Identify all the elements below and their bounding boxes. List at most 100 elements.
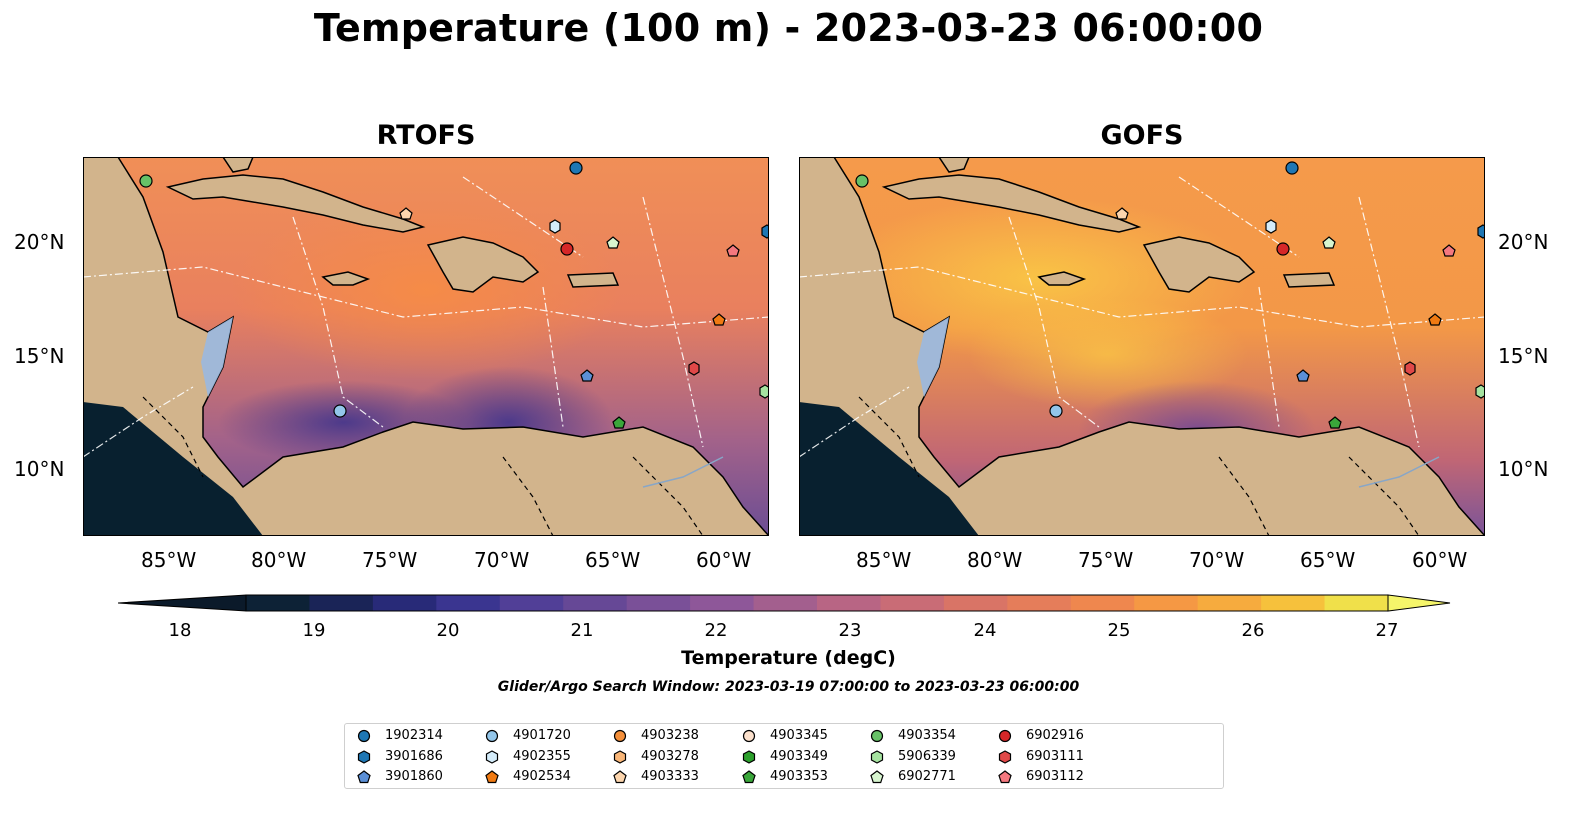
pentagon-marker-icon: [357, 770, 371, 784]
pentagon-marker-icon: [998, 770, 1012, 784]
lon-label-rtofs-85: 85°W: [141, 548, 197, 572]
pentagon-marker-icon: [742, 770, 756, 784]
colorbar-segment: [499, 595, 564, 611]
legend-label: 3901686: [385, 749, 443, 764]
cuba-land: [165, 174, 426, 233]
hexagon-marker-icon: [742, 750, 756, 764]
map-gofs: [799, 157, 1485, 536]
panel-title-gofs: GOFS: [1100, 120, 1184, 151]
jamaica-land: [1037, 271, 1087, 286]
hexagon-marker-icon: [870, 750, 884, 764]
colorbar-tick-27: 27: [1375, 620, 1399, 641]
hexagon-marker-icon: [357, 750, 371, 764]
legend-label: 4902355: [513, 749, 571, 764]
map-frame-rtofs: [83, 157, 769, 536]
puerto-rico-land: [566, 272, 620, 288]
colorbar-tick-24: 24: [973, 620, 997, 641]
lon-label-rtofs-65: 65°W: [585, 548, 641, 572]
legend-label: 1902314: [385, 728, 443, 743]
lon-label-rtofs-75: 75°W: [362, 548, 418, 572]
pentagon-marker-icon: [613, 770, 627, 784]
cuba-land: [881, 174, 1142, 233]
colorbar-segment: [436, 595, 501, 611]
lat-label-left-20: 20°N: [14, 230, 65, 254]
colorbar-tick-19: 19: [302, 620, 326, 641]
colorbar-title: Temperature (degC): [681, 647, 896, 669]
colorbar-segment: [309, 595, 374, 611]
colorbar-segment: [1261, 595, 1326, 611]
colorbar-segment: [753, 595, 818, 611]
map-frame-gofs: [799, 157, 1485, 536]
colorbar-border: [245, 594, 1389, 612]
legend-label: 4901720: [513, 728, 571, 743]
hexagon-marker-icon: [998, 750, 1012, 764]
colorbar-segment: [690, 595, 755, 611]
florida-land: [938, 157, 970, 173]
colorbar: [118, 594, 1451, 612]
lon-label-gofs-65: 65°W: [1300, 548, 1356, 572]
circle-marker-icon: [357, 729, 371, 743]
colorbar-extend-high: [1387, 594, 1451, 612]
colorbar-segment: [1324, 595, 1389, 611]
lon-label-rtofs-70: 70°W: [474, 548, 530, 572]
float-legend: 1902314 3901686 3901860 4901720 4902355 49025…: [344, 723, 1224, 789]
hispaniola-land: [426, 236, 540, 293]
lat-label-right-10: 10°N: [1498, 457, 1549, 481]
colorbar-segment: [372, 595, 437, 611]
lat-label-right-20: 20°N: [1498, 230, 1549, 254]
central-america-land: [83, 157, 769, 536]
legend-label: 6903112: [1026, 769, 1084, 784]
lon-label-gofs-60: 60°W: [1412, 548, 1468, 572]
circle-marker-icon: [742, 729, 756, 743]
colorbar-segment: [1134, 595, 1199, 611]
hexagon-marker-icon: [485, 750, 499, 764]
lon-label-rtofs-60: 60°W: [696, 548, 752, 572]
circle-marker-icon: [613, 729, 627, 743]
shelf-water: [201, 317, 233, 397]
map-rtofs: [83, 157, 769, 536]
central-america-land: [799, 157, 1485, 536]
lon-label-gofs-70: 70°W: [1189, 548, 1245, 572]
legend-label: 4903349: [770, 749, 828, 764]
hexagon-marker-icon: [613, 750, 627, 764]
legend-label: 4903354: [898, 728, 956, 743]
circle-marker-icon: [998, 729, 1012, 743]
pacific-ocean: [83, 402, 263, 536]
legend-label: 3901860: [385, 769, 443, 784]
colorbar-segment: [880, 595, 945, 611]
colorbar-tick-18: 18: [168, 620, 192, 641]
colorbar-extend-low: [118, 594, 247, 612]
colorbar-segment: [943, 595, 1008, 611]
hispaniola-land: [1142, 236, 1256, 293]
search-window-text: Glider/Argo Search Window: 2023-03-19 07…: [497, 679, 1080, 695]
colorbar-segment: [1197, 595, 1262, 611]
colorbar-tick-25: 25: [1107, 620, 1131, 641]
lon-label-gofs-80: 80°W: [967, 548, 1023, 572]
colorbar-tick-20: 20: [436, 620, 460, 641]
legend-label: 5906339: [898, 749, 956, 764]
lon-label-gofs-75: 75°W: [1078, 548, 1134, 572]
florida-land: [222, 157, 254, 173]
legend-label: 4903278: [641, 749, 699, 764]
colorbar-segment: [626, 595, 691, 611]
colorbar-tick-21: 21: [570, 620, 594, 641]
circle-marker-icon: [870, 729, 884, 743]
colorbar-segment: [1007, 595, 1072, 611]
colorbar-segment: [817, 595, 881, 611]
colorbar-tick-26: 26: [1241, 620, 1265, 641]
lat-label-left-15: 15°N: [14, 344, 65, 368]
pacific-ocean: [799, 402, 979, 536]
figure-title: Temperature (100 m) - 2023-03-23 06:00:0…: [313, 6, 1264, 50]
legend-label: 6902916: [1026, 728, 1084, 743]
legend-label: 6902771: [898, 769, 956, 784]
lon-label-rtofs-80: 80°W: [251, 548, 307, 572]
colorbar-segment: [1070, 595, 1135, 611]
puerto-rico-land: [1282, 272, 1336, 288]
pentagon-marker-icon: [870, 770, 884, 784]
jamaica-land: [321, 271, 371, 286]
colorbar-tick-23: 23: [838, 620, 862, 641]
legend-label: 6903111: [1026, 749, 1084, 764]
colorbar-segment: [563, 595, 628, 611]
legend-label: 4903333: [641, 769, 699, 784]
legend-label: 4903238: [641, 728, 699, 743]
